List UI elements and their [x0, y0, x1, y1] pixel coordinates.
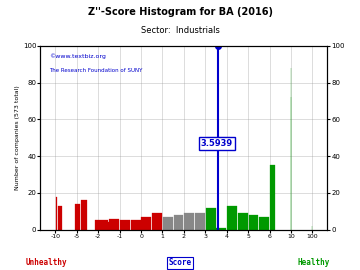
Bar — [163, 217, 173, 229]
Bar — [109, 219, 119, 230]
Text: 3.5939: 3.5939 — [201, 139, 233, 148]
Bar — [216, 228, 226, 230]
Text: Healthy: Healthy — [297, 258, 329, 267]
Text: Z''-Score Histogram for BA (2016): Z''-Score Histogram for BA (2016) — [87, 7, 273, 17]
Bar — [259, 217, 269, 229]
Bar — [131, 220, 141, 230]
Text: The Research Foundation of SUNY: The Research Foundation of SUNY — [49, 68, 143, 73]
Bar — [95, 220, 108, 230]
Bar — [174, 215, 184, 230]
Bar — [58, 206, 62, 230]
Bar — [120, 220, 130, 230]
Text: Sector:  Industrials: Sector: Industrials — [140, 26, 220, 35]
Bar — [184, 213, 194, 230]
Bar — [270, 165, 275, 230]
Bar — [141, 217, 151, 229]
Bar — [238, 213, 248, 230]
Bar — [75, 204, 80, 230]
Bar — [152, 213, 162, 230]
Y-axis label: Number of companies (573 total): Number of companies (573 total) — [15, 85, 20, 190]
Bar — [99, 222, 108, 230]
Bar — [195, 213, 205, 230]
Bar — [248, 215, 258, 230]
Bar — [55, 197, 58, 230]
Bar — [81, 200, 87, 230]
Bar — [227, 206, 237, 230]
Text: ©www.textbiz.org: ©www.textbiz.org — [49, 53, 106, 59]
Bar — [206, 208, 216, 230]
Text: Unhealthy: Unhealthy — [26, 258, 68, 267]
Text: Score: Score — [168, 258, 192, 267]
